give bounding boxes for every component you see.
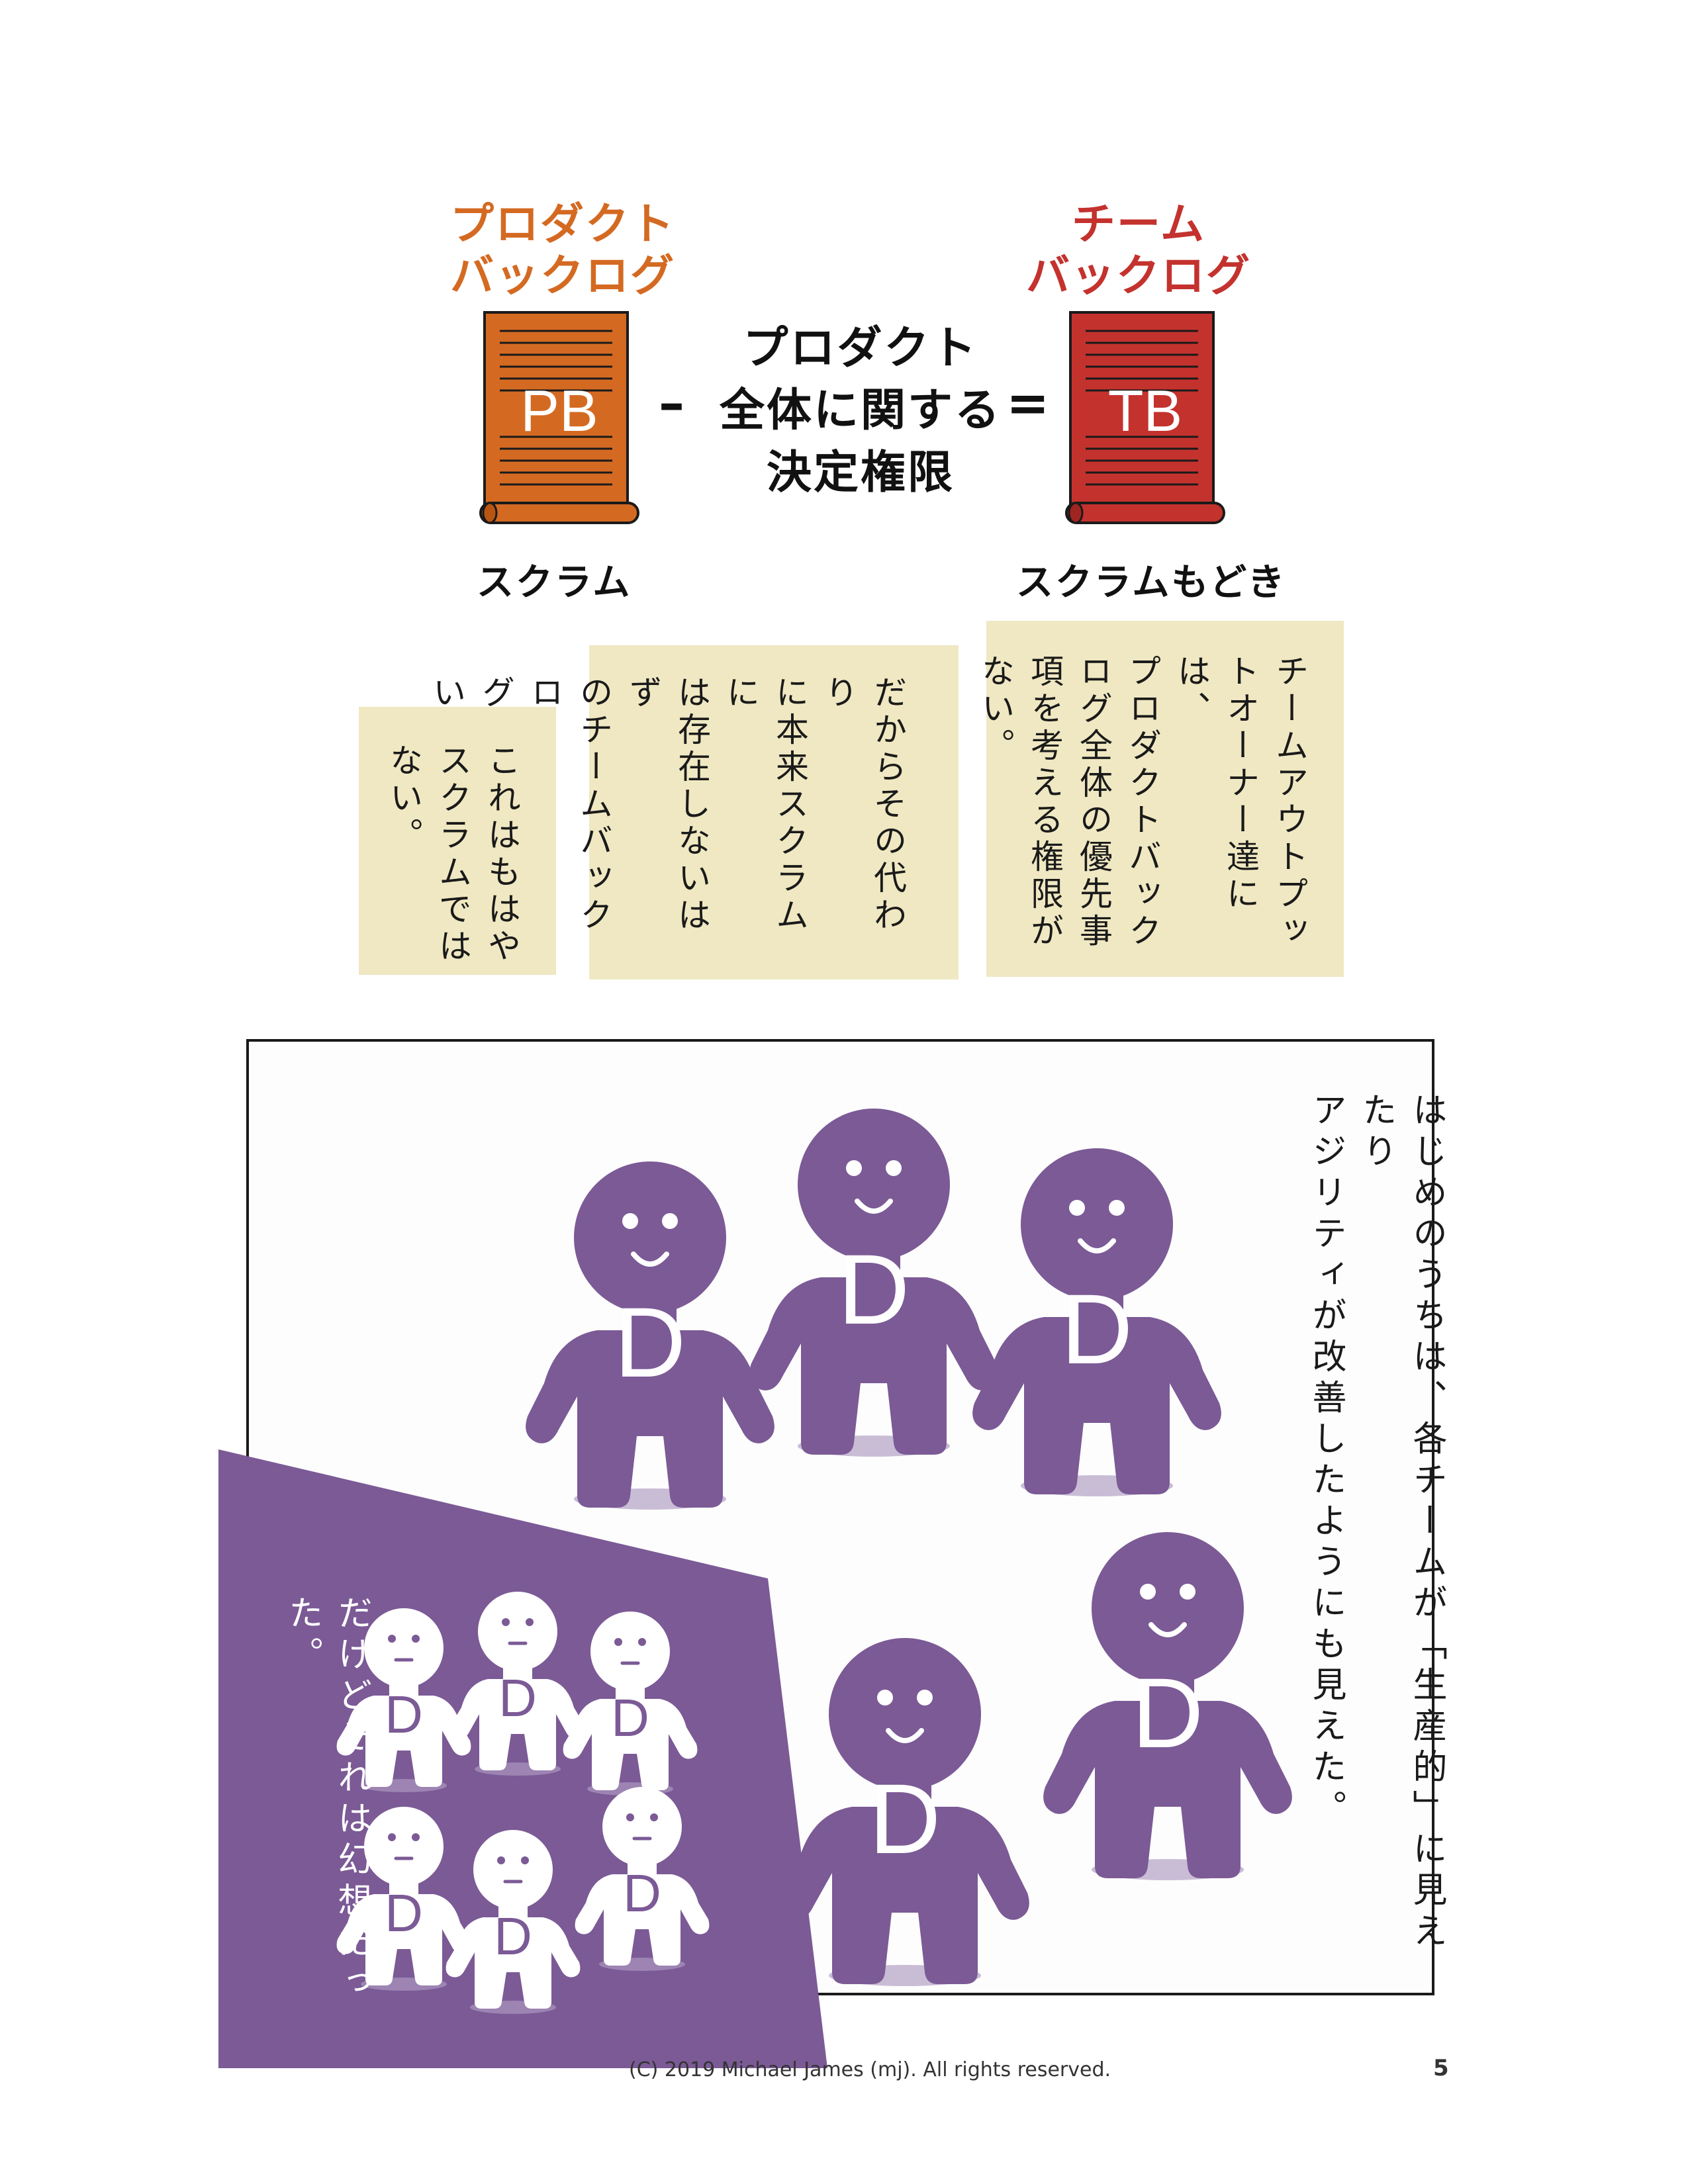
white-figure-2-letter: D [498,1668,537,1727]
equals-sign: = [1006,374,1050,433]
white-figure-2: D [451,1592,585,1776]
purple-figures: D D D D D [246,1039,1434,1995]
product-backlog-heading: プロダクト バックログ [450,199,675,301]
white-figure-3-letter: D [611,1688,649,1747]
product-backlog-scroll-label: PB [520,378,598,443]
note-not-scrum-text: これはもはや スクラムでは ない。 [385,743,521,966]
white-figure-4: D [337,1807,471,1991]
fake-scrum-caption: スクラムもどき [1016,561,1287,604]
page-number: 5 [1433,2055,1449,2081]
purple-figure-4: D [780,1638,1029,1986]
white-figure-4-letter: D [385,1884,423,1942]
note-team-po-no-authority: チームアウトプッ トオーナー達には、 プロダクトバック ログ全体の優先事 項を考… [976,621,1344,977]
note-create-team-backlog: だからその代わり に本来スクラムに は存在しないはず のチームバックロ グを作る… [428,645,959,979]
scrum-caption: スクラム [477,561,632,604]
white-figure-6: D [575,1787,710,1971]
purple-figure-5: D [1043,1532,1292,1880]
inset-narration: だけどそれは幻想だった。 [283,1595,371,2005]
white-figure-3: D [563,1612,698,1796]
formula-middle-text: プロダクト 全体に関する 決定権限 [719,322,1002,499]
team-backlog-scroll: TB [1062,311,1228,529]
white-figure-5-letter: D [494,1907,532,1966]
panel-narration: はじめのうちは、各チームが「生産的」に見えたり アジリティが改善したようにも見え… [1306,1092,1446,1954]
purple-figure-2-letter: D [838,1234,910,1345]
purple-figure-4-letter: D [869,1763,941,1874]
purple-figure-1: D [526,1161,774,1510]
white-figure-6-letter: D [623,1864,661,1923]
purple-figure-3-letter: D [1061,1273,1133,1385]
white-figure-5: D [446,1830,581,2014]
purple-figure-1-letter: D [614,1287,686,1398]
minus-sign: – [659,374,684,433]
purple-figure-2: D [749,1109,998,1457]
team-backlog-scroll-label: TB [1107,378,1183,443]
white-figure-1-letter: D [385,1685,423,1744]
team-backlog-heading: チーム バックログ [1026,199,1251,301]
note-not-scrum: これはもはや スクラムでは ない。 [359,707,556,975]
white-figure-1: D [337,1608,471,1792]
product-backlog-scroll: PB [477,311,642,529]
inset-panel: D D D D D D [218,1449,827,2068]
note-team-po-no-authority-text: チームアウトプッ トオーナー達には、 プロダクトバック ログ全体の優先事 項を考… [976,654,1309,950]
purple-figure-3: D [972,1148,1221,1496]
copyright-notice: (C) 2019 Michael James (mj). All rights … [629,2058,1111,2081]
purple-figure-5-letter: D [1132,1657,1203,1768]
